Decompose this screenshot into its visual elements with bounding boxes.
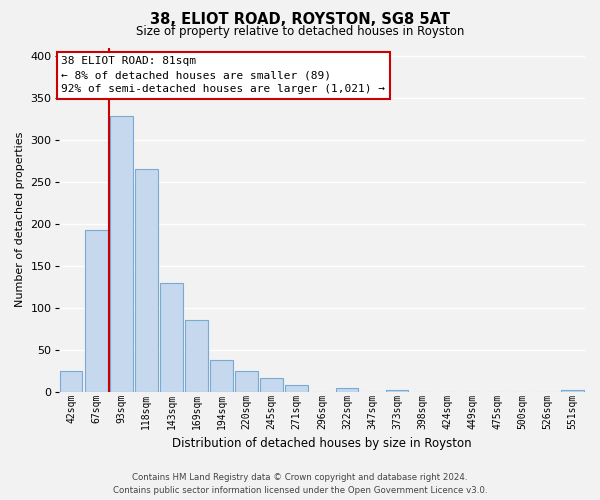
Y-axis label: Number of detached properties: Number of detached properties: [15, 132, 25, 308]
Bar: [286, 386, 308, 392]
Bar: [185, 320, 208, 392]
Bar: [135, 168, 158, 392]
Bar: [260, 378, 283, 392]
Bar: [561, 390, 584, 392]
Bar: [110, 116, 133, 392]
Bar: [335, 388, 358, 392]
Bar: [235, 371, 258, 392]
Bar: [160, 283, 182, 392]
Bar: [85, 230, 107, 392]
Text: 38 ELIOT ROAD: 81sqm
← 8% of detached houses are smaller (89)
92% of semi-detach: 38 ELIOT ROAD: 81sqm ← 8% of detached ho…: [61, 56, 385, 94]
X-axis label: Distribution of detached houses by size in Royston: Distribution of detached houses by size …: [172, 437, 472, 450]
Bar: [60, 371, 82, 392]
Text: Contains HM Land Registry data © Crown copyright and database right 2024.
Contai: Contains HM Land Registry data © Crown c…: [113, 474, 487, 495]
Text: 38, ELIOT ROAD, ROYSTON, SG8 5AT: 38, ELIOT ROAD, ROYSTON, SG8 5AT: [150, 12, 450, 28]
Bar: [210, 360, 233, 392]
Bar: [386, 390, 408, 392]
Text: Size of property relative to detached houses in Royston: Size of property relative to detached ho…: [136, 25, 464, 38]
